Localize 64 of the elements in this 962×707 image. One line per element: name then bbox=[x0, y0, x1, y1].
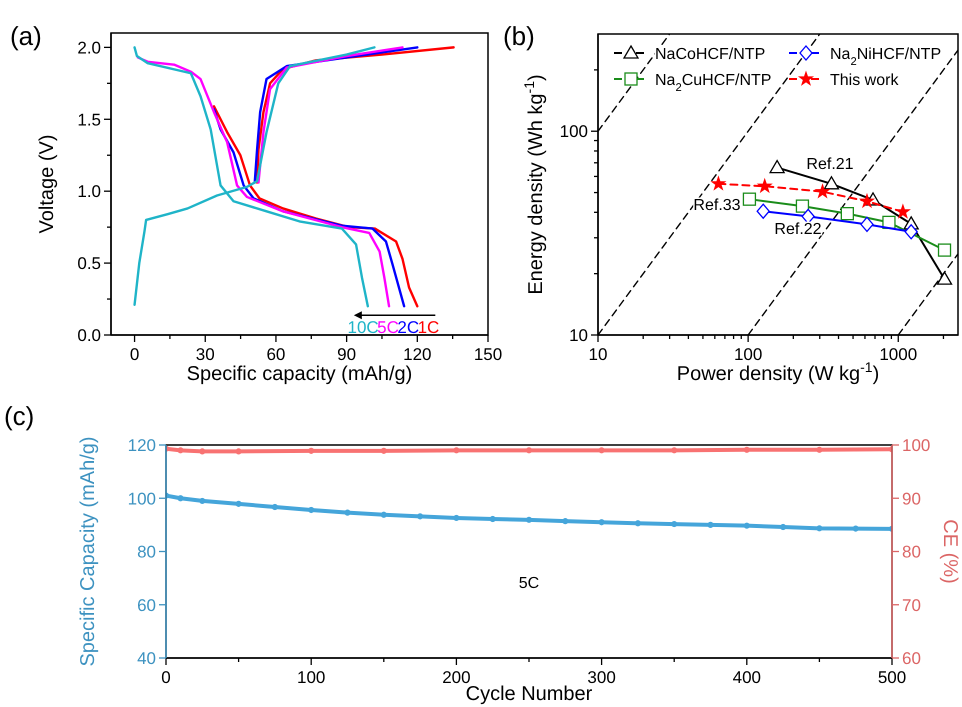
point bbox=[707, 522, 714, 528]
point bbox=[344, 510, 351, 516]
y-tick-label: 0.5 bbox=[77, 254, 101, 274]
y2-tick-label: 90 bbox=[902, 489, 921, 508]
series-label: 1C bbox=[418, 318, 440, 338]
chart-title: (a) bbox=[10, 21, 42, 51]
y-tick-label: 100 bbox=[128, 489, 156, 508]
point bbox=[177, 495, 184, 502]
x-tick-label: 120 bbox=[403, 345, 432, 364]
y-axis-title: Specific Capacity (mAh/g) bbox=[77, 436, 99, 667]
point bbox=[852, 526, 859, 532]
y-tick-label: 1.5 bbox=[77, 110, 101, 130]
legend-label: Na$_{2}$NiHCF/NTP bbox=[830, 46, 942, 68]
annotation: Ref.21 bbox=[806, 156, 854, 173]
point bbox=[272, 504, 278, 510]
annotation: 5C bbox=[518, 575, 540, 592]
point bbox=[562, 518, 568, 524]
y2-tick-label: 70 bbox=[902, 596, 921, 615]
legend-label: Na$_{2}$CuHCF/NTP bbox=[655, 72, 772, 94]
y-tick-label: 40 bbox=[137, 649, 156, 668]
x-tick-label: 10 bbox=[588, 345, 608, 364]
y2-axis-title: CE (%) bbox=[939, 519, 961, 584]
annotation: Ref.33 bbox=[693, 197, 741, 214]
legend-label: This work bbox=[830, 72, 900, 89]
y-tick-label: 1.0 bbox=[77, 182, 101, 202]
annotation: Ref.22 bbox=[774, 221, 822, 238]
chart-title: (c) bbox=[4, 401, 34, 431]
y-tick-label: 60 bbox=[137, 596, 156, 615]
x-tick-label: 0 bbox=[130, 345, 140, 364]
line-series bbox=[166, 492, 892, 532]
y-tick-label: 2.0 bbox=[77, 38, 101, 58]
x-axis-title: Specific capacity (mAh/g) bbox=[186, 363, 412, 385]
chart-title: (b) bbox=[503, 21, 535, 51]
y-tick-label: 120 bbox=[128, 436, 156, 455]
legend-label: NaCoHCF/NTP bbox=[655, 46, 766, 63]
series-label: 5C bbox=[377, 318, 399, 338]
y-tick-label: 0.0 bbox=[77, 326, 101, 345]
x-tick-label: 100 bbox=[297, 668, 326, 687]
x-tick-label: 90 bbox=[337, 345, 356, 364]
point bbox=[380, 512, 387, 518]
x-tick-label: 60 bbox=[266, 345, 286, 364]
point bbox=[490, 516, 496, 522]
point bbox=[671, 520, 678, 528]
point bbox=[780, 524, 786, 530]
x-tick-label: 150 bbox=[474, 345, 502, 364]
x-tick-label: 400 bbox=[732, 668, 761, 687]
point bbox=[308, 506, 314, 514]
y2-tick-label: 80 bbox=[902, 542, 921, 562]
series-label: 2C bbox=[397, 318, 420, 338]
y-tick-label: 80 bbox=[137, 542, 156, 562]
x-tick-label: 0 bbox=[161, 668, 171, 687]
point bbox=[744, 522, 750, 529]
point bbox=[453, 514, 460, 522]
x-tick-label: 1000 bbox=[879, 345, 918, 364]
x-tick-label: 500 bbox=[878, 668, 906, 687]
point bbox=[598, 519, 605, 526]
x-tick-label: 30 bbox=[196, 345, 215, 364]
point bbox=[526, 516, 532, 523]
series-label: 10C bbox=[348, 318, 379, 338]
y2-tick-label: 100 bbox=[902, 436, 930, 455]
y2-tick-label: 60 bbox=[902, 649, 921, 668]
point bbox=[199, 498, 206, 504]
y-axis-title: Voltage (V) bbox=[36, 134, 58, 234]
point bbox=[236, 500, 242, 507]
